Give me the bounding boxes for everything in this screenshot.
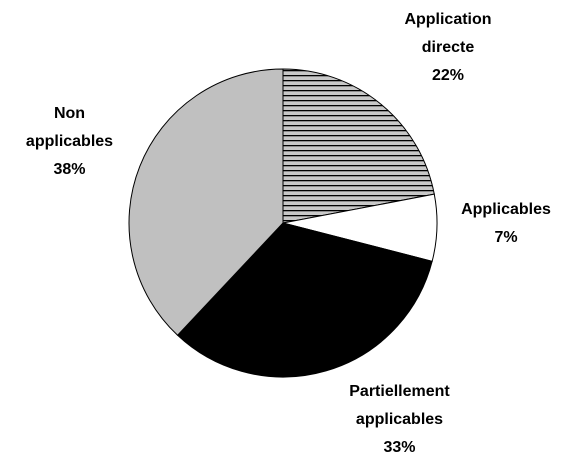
category-label: Applicables <box>461 201 551 218</box>
slice-label: Non applicables 38% <box>12 100 127 184</box>
pie-slice <box>282 68 435 224</box>
value-label: 7% <box>494 229 518 246</box>
pie-slice <box>128 68 284 336</box>
category-label: Non applicables <box>25 105 114 150</box>
value-label: 22% <box>431 67 465 84</box>
slice-label: Partiellement applicables 33% <box>327 378 472 462</box>
category-label: Partiellement applicables <box>349 383 450 428</box>
slice-label: Application directe 22% <box>393 6 503 90</box>
category-label: Application directe <box>404 11 492 56</box>
value-label: 38% <box>53 161 86 178</box>
slice-label: Applicables 7% <box>431 196 573 252</box>
pie-slice <box>176 222 433 378</box>
value-label: 33% <box>383 439 416 456</box>
